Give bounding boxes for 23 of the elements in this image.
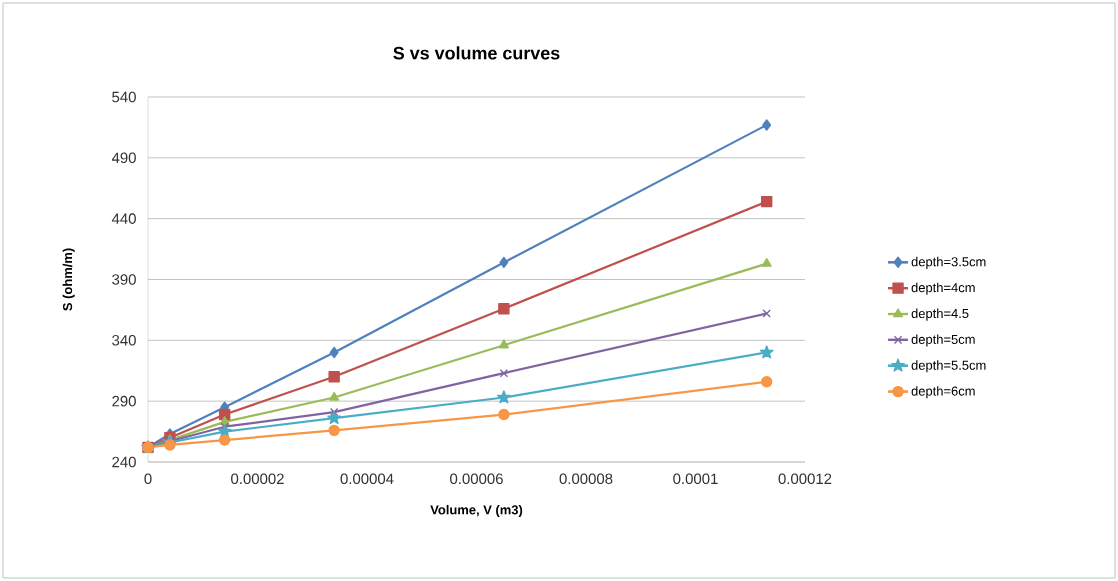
y-tick-label: 540 (112, 91, 136, 103)
legend-label: depth=6cm (911, 386, 975, 399)
y-tick-label: 290 (112, 395, 136, 407)
y-tick-label: 440 (111, 213, 136, 224)
y-tick-label: 340 (112, 335, 136, 346)
x-tick-label: 0.00008 (559, 473, 613, 485)
chart-title: S vs volume curves (393, 46, 560, 60)
y-tick-label: 490 (111, 152, 136, 164)
x-tick-label: 0.00006 (450, 473, 503, 485)
y-axis-title: S (ohm/m) (62, 248, 75, 311)
x-tick-label: 0.00012 (778, 473, 832, 485)
legend-label: depth=5cm (911, 334, 975, 347)
x-tick-label: 0.00002 (231, 473, 284, 485)
legend-label: depth=5.5cm (911, 360, 986, 373)
x-tick-label: 0 (144, 473, 152, 485)
x-axis-title: Volume, V (m3) (430, 504, 523, 517)
y-tick-label: 240 (112, 456, 136, 468)
legend-label: depth=4.5 (911, 308, 969, 321)
x-tick-label: 0.00004 (340, 473, 394, 485)
legend-label: depth=3.5cm (911, 256, 986, 269)
legend-label: depth=4cm (911, 282, 975, 295)
y-tick-label: 390 (112, 274, 136, 285)
x-tick-label: 0.0001 (673, 473, 718, 485)
